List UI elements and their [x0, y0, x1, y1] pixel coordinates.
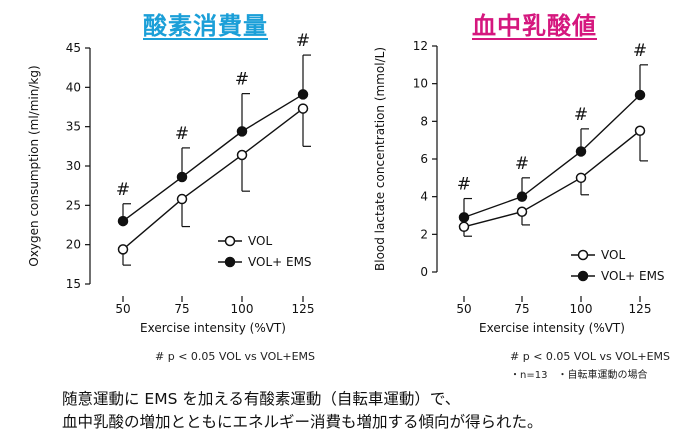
legend-label: VOL+ EMS	[601, 269, 665, 283]
y-tick-label: 45	[66, 41, 81, 55]
x-tick-label: 75	[174, 302, 189, 316]
data-point	[236, 126, 248, 137]
legend-marker	[577, 270, 589, 282]
significance-mark: #	[175, 124, 189, 144]
y-tick-label: 40	[66, 80, 81, 94]
data-point	[575, 172, 587, 184]
chart-title-oxygen: 酸素消費量	[143, 12, 268, 40]
significance-mark: #	[235, 70, 249, 90]
y-tick-label: 15	[66, 277, 81, 291]
y-tick-label: 20	[66, 238, 81, 252]
significance-mark: #	[116, 180, 130, 200]
significance-mark: #	[457, 175, 471, 195]
y-tick-label: 35	[66, 120, 81, 134]
y-tick-label: 6	[420, 152, 428, 166]
x-tick-label: 50	[456, 302, 471, 316]
y-tick-label: 30	[66, 159, 81, 173]
significance-note-right: # p < 0.05 VOL vs VOL+EMS	[510, 350, 671, 363]
y-tick-label: 4	[420, 190, 428, 204]
x-tick-label: 100	[231, 302, 254, 316]
x-tick-label: 125	[292, 302, 315, 316]
series-line	[463, 94, 641, 219]
x-tick-label: 100	[570, 302, 593, 316]
y-tick-label: 10	[413, 77, 428, 91]
x-tick-label: 75	[514, 302, 529, 316]
significance-mark: #	[296, 31, 310, 51]
legend-label: VOL+ EMS	[248, 255, 312, 269]
significance-note-left: # p < 0.05 VOL vs VOL+EMS	[155, 350, 316, 363]
data-point	[634, 89, 646, 101]
data-point	[516, 191, 528, 202]
significance-mark: #	[633, 41, 647, 61]
series-line	[463, 130, 641, 228]
significance-mark: #	[574, 105, 588, 125]
x-axis-title: Exercise intensity (%VT)	[479, 321, 625, 335]
y-axis-title: Blood lactate concentration (mmol/L)	[373, 47, 387, 271]
data-point	[575, 146, 587, 157]
chart-lactate: 0 2 4 6 8 10 12 50 75 100 125 Exercise intensity (%…	[373, 39, 665, 335]
chart-oxygen: 15 20 25 30 35 40 45 50 75 100 125 Exercise intensi…	[27, 31, 314, 335]
data-point	[117, 244, 129, 255]
y-tick-label: 0	[420, 265, 428, 279]
legend-marker	[224, 235, 236, 247]
y-axis-title: Oxygen consumption (ml/min/kg)	[27, 65, 41, 266]
legend-marker	[224, 256, 236, 268]
significance-mark: #	[515, 154, 529, 174]
y-tick-label: 25	[66, 198, 81, 212]
data-point	[117, 215, 129, 227]
data-point	[458, 212, 470, 223]
data-point	[236, 149, 248, 161]
series-line	[122, 93, 304, 222]
caption-line-1: 随意運動に EMS を加える有酸素運動（自転車運動）で、	[62, 390, 461, 408]
data-point	[516, 206, 528, 217]
sample-note: ・n=13 ・自転車運動の場合	[510, 370, 648, 381]
caption-line-2: 血中乳酸の増加とともにエネルギー消費も増加する傾向が得られた。	[62, 413, 543, 431]
legend-marker	[577, 249, 589, 261]
data-point	[176, 193, 188, 205]
y-tick-label: 8	[420, 114, 428, 128]
legend-label: VOL	[601, 248, 625, 262]
y-tick-label: 2	[420, 227, 428, 241]
data-point	[297, 89, 309, 100]
data-point	[634, 125, 646, 136]
data-point	[297, 103, 309, 114]
series-line	[122, 108, 304, 250]
chart-title-lactate: 血中乳酸値	[472, 12, 597, 40]
y-tick-label: 12	[413, 39, 428, 53]
x-tick-label: 125	[629, 302, 652, 316]
data-point	[458, 221, 470, 233]
x-tick-label: 50	[115, 302, 130, 316]
data-point	[176, 171, 188, 183]
x-axis-title: Exercise intensity (%VT)	[140, 321, 286, 335]
legend-label: VOL	[248, 234, 272, 248]
